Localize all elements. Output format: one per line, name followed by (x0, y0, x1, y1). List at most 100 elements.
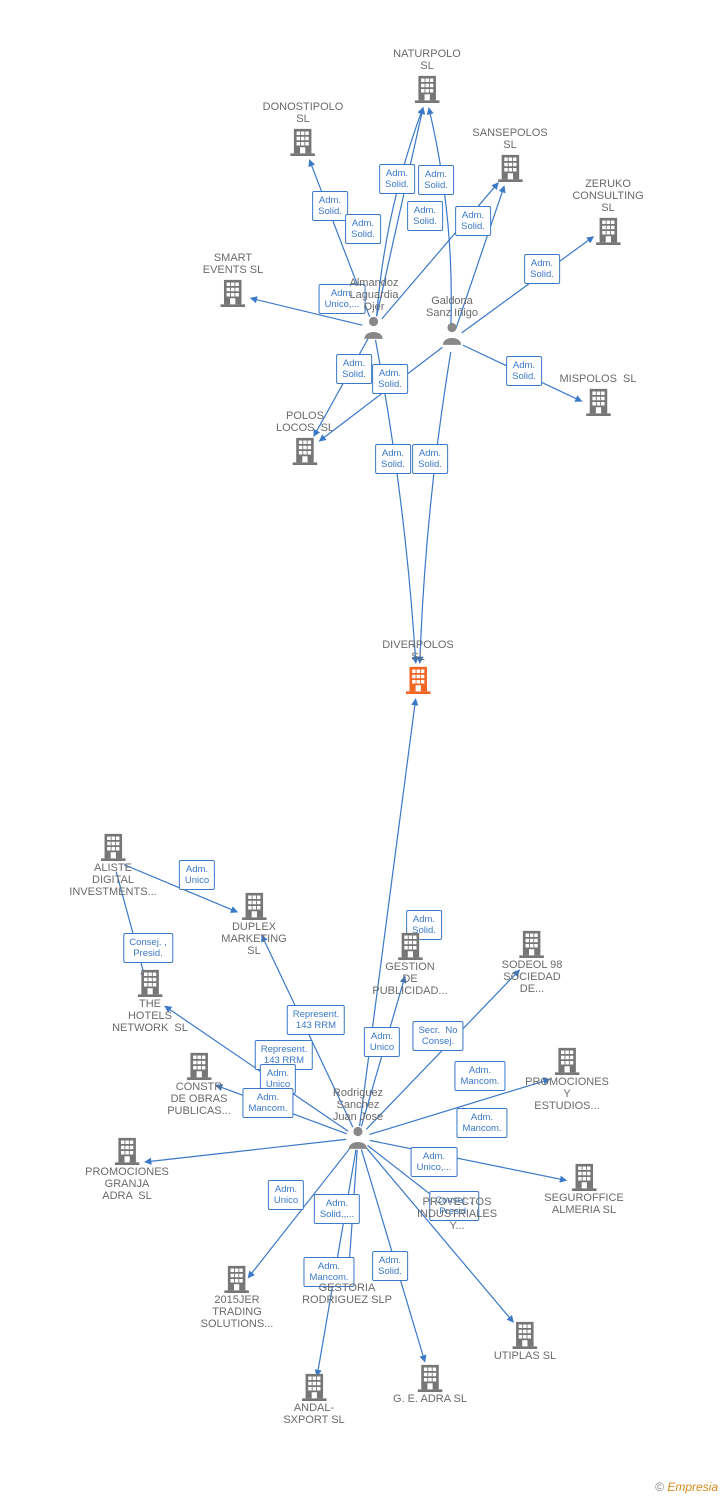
company-node-donostipolo[interactable]: DONOSTIPOLOSL (263, 101, 344, 157)
edge-label[interactable]: Adm.Solid. (407, 201, 443, 231)
node-label: 2015JERTRADINGSOLUTIONS... (201, 1294, 274, 1330)
node-label: SODEOL 98SOCIEDADDE... (502, 959, 563, 995)
edge-label[interactable]: Adm.Solid. (336, 354, 372, 384)
node-label: SMARTEVENTS SL (203, 252, 264, 276)
person-node-rodriguez[interactable]: RodriguezSanchezJuan Jose (333, 1087, 383, 1149)
company-node-geadra[interactable]: G. E. ADRA SL (393, 1363, 467, 1407)
edge-label[interactable]: Adm.Unico,... (411, 1147, 458, 1177)
node-label: G. E. ADRA SL (393, 1393, 467, 1405)
person-icon (363, 315, 385, 339)
building-icon (289, 127, 317, 157)
node-label: MISPOLOS SL (559, 373, 636, 385)
building-icon (185, 1051, 213, 1081)
company-node-diverpolos[interactable]: DIVERPOLOSSL (382, 639, 454, 695)
edge-label[interactable]: Adm.Solid. (372, 364, 408, 394)
node-label: DONOSTIPOLOSL (263, 101, 344, 125)
company-node-jer[interactable]: 2015JERTRADINGSOLUTIONS... (201, 1264, 274, 1332)
edge-label[interactable]: Adm.Solid. (455, 206, 491, 236)
edge-label[interactable]: Adm.Solid. (418, 165, 454, 195)
building-icon (136, 968, 164, 998)
node-label: SANSEPOLOSSL (472, 127, 547, 151)
person-node-galdona[interactable]: GaldonaSanz Iñigo (426, 295, 478, 345)
node-label: NATURPOLOSL (393, 48, 461, 72)
edge-label[interactable]: Adm.Solid. (372, 1251, 408, 1281)
building-icon (413, 74, 441, 104)
company-node-seguroffice[interactable]: SEGUROFFICEALMERIA SL (544, 1162, 623, 1218)
diagram-stage: Adm.Solid.Adm.Solid.Adm.Solid.Adm.Solid.… (0, 0, 728, 1500)
edge (145, 1139, 346, 1162)
edge-label[interactable]: Adm.Solid. (375, 444, 411, 474)
node-label: DUPLEXMARKETINGSL (221, 921, 286, 957)
edge-label[interactable]: Represent.143 RRM (287, 1005, 345, 1035)
building-icon (396, 931, 424, 961)
building-icon (518, 929, 546, 959)
node-label: GESTORIARODRIGUEZ SLP (302, 1282, 392, 1306)
edge-label[interactable]: Adm.Mancom. (456, 1108, 507, 1138)
company-node-duplex[interactable]: DUPLEXMARKETINGSL (221, 891, 286, 959)
edge (420, 352, 451, 663)
company-node-constr[interactable]: CONSTRDE OBRASPUBLICAS... (167, 1051, 231, 1119)
company-node-naturpolo[interactable]: NATURPOLOSL (393, 48, 461, 104)
copyright: © Empresia (655, 1480, 718, 1494)
company-node-promgranja[interactable]: PROMOCIONESGRANJAADRA SL (85, 1136, 169, 1204)
building-icon (291, 436, 319, 466)
company-node-mispolos[interactable]: MISPOLOS SL (559, 373, 636, 417)
company-node-proyind[interactable]: PROYECTOSINDUSTRIALESY... (417, 1196, 497, 1234)
node-label: GESTIONDEPUBLICIDAD... (372, 961, 447, 997)
node-label: SEGUROFFICEALMERIA SL (544, 1192, 623, 1216)
building-icon (404, 665, 432, 695)
edge-label[interactable]: Adm.Solid. (312, 191, 348, 221)
edge-label[interactable]: Adm.Unico (179, 860, 215, 890)
company-node-sansepolos[interactable]: SANSEPOLOSSL (472, 127, 547, 183)
edge-label[interactable]: Consej. ,Presid. (123, 933, 173, 963)
company-node-andal[interactable]: ANDAL-SXPORT SL (283, 1372, 344, 1428)
building-icon (219, 278, 247, 308)
building-icon (594, 216, 622, 246)
company-node-promest[interactable]: PROMOCIONESYESTUDIOS... (525, 1046, 609, 1114)
node-label: POLOSLOCOS SL (276, 410, 334, 434)
node-label: GaldonaSanz Iñigo (426, 295, 478, 319)
node-label: UTIPLAS SL (494, 1350, 556, 1362)
edge-label[interactable]: Adm.Solid. (412, 444, 448, 474)
building-icon (584, 387, 612, 417)
company-node-sodeol[interactable]: SODEOL 98SOCIEDADDE... (502, 929, 563, 997)
building-icon (240, 891, 268, 921)
company-node-smart[interactable]: SMARTEVENTS SL (203, 252, 264, 308)
edge-label[interactable]: Adm.Mancom. (454, 1061, 505, 1091)
building-icon (570, 1162, 598, 1192)
edge-label[interactable]: Adm.Solid.,... (314, 1194, 360, 1224)
node-label: PROMOCIONESGRANJAADRA SL (85, 1166, 169, 1202)
edge-label[interactable]: Adm.Solid. (506, 356, 542, 386)
edge (370, 1140, 567, 1180)
building-icon (496, 153, 524, 183)
company-node-zeruko[interactable]: ZERUKOCONSULTINGSL (572, 178, 643, 246)
node-label: AlmandozLaguardiaOjer (350, 277, 399, 313)
building-icon (416, 1363, 444, 1393)
node-label: DIVERPOLOSSL (382, 639, 454, 663)
company-node-aliste[interactable]: ALISTEDIGITALINVESTMENTS... (69, 832, 156, 900)
node-label: CONSTRDE OBRASPUBLICAS... (167, 1081, 231, 1117)
company-node-gestion[interactable]: GESTIONDEPUBLICIDAD... (372, 931, 447, 999)
edge-label[interactable]: Adm.Mancom. (242, 1088, 293, 1118)
building-icon (113, 1136, 141, 1166)
node-label: PROYECTOSINDUSTRIALESY... (417, 1196, 497, 1232)
company-node-thn[interactable]: THEHOTELSNETWORK SL (112, 968, 188, 1036)
edge-label[interactable]: Adm.Solid. (379, 164, 415, 194)
company-node-poloslocos[interactable]: POLOSLOCOS SL (276, 410, 334, 466)
edge-label[interactable]: Adm.Unico (364, 1027, 400, 1057)
building-icon (300, 1372, 328, 1402)
company-node-gestoria[interactable]: GESTORIARODRIGUEZ SLP (302, 1282, 392, 1308)
edge-label[interactable]: Adm.Solid. (524, 254, 560, 284)
node-label: ZERUKOCONSULTINGSL (572, 178, 643, 214)
node-label: PROMOCIONESYESTUDIOS... (525, 1076, 609, 1112)
edge-label[interactable]: Adm.Solid. (345, 214, 381, 244)
person-node-almandoz[interactable]: AlmandozLaguardiaOjer (350, 277, 399, 339)
edge-label[interactable]: Secr. NoConsej. (412, 1021, 463, 1051)
company-node-utiplas[interactable]: UTIPLAS SL (494, 1320, 556, 1364)
edge-label[interactable]: Adm.Unico (268, 1180, 304, 1210)
node-label: THEHOTELSNETWORK SL (112, 998, 188, 1034)
building-icon (99, 832, 127, 862)
building-icon (223, 1264, 251, 1294)
building-icon (553, 1046, 581, 1076)
node-label: ANDAL-SXPORT SL (283, 1402, 344, 1426)
